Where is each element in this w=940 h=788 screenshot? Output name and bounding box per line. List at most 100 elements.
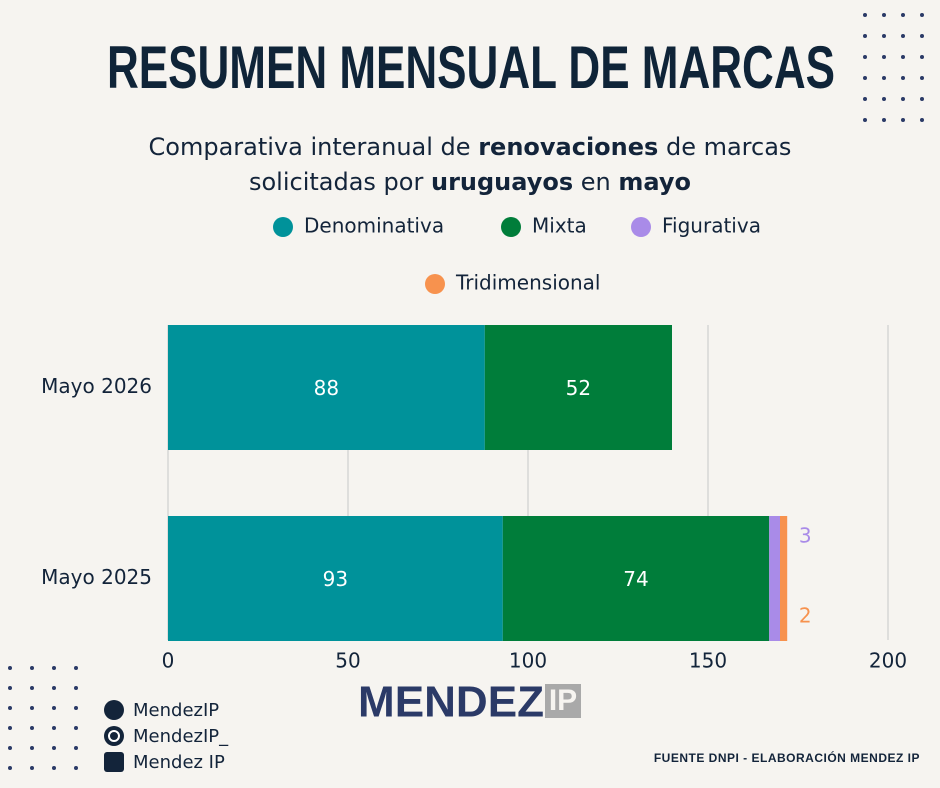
bar-segment xyxy=(780,516,788,641)
dot xyxy=(74,726,78,730)
source: FUENTE DNPI - ELABORACIÓN MENDEZ IP xyxy=(654,750,920,765)
subtitle-part: uruguayos xyxy=(431,168,573,196)
dot xyxy=(8,726,12,730)
dot xyxy=(52,686,56,690)
dot xyxy=(901,34,905,38)
logo: MENDEZ IP xyxy=(358,678,581,727)
instagram-icon xyxy=(104,726,124,746)
dot xyxy=(863,55,867,59)
dot xyxy=(74,746,78,750)
dot xyxy=(882,34,886,38)
dot xyxy=(863,97,867,101)
dot xyxy=(882,118,886,122)
dot xyxy=(8,686,12,690)
dot xyxy=(8,706,12,710)
logo-ip: IP xyxy=(549,684,577,717)
data-label: 74 xyxy=(623,567,648,591)
bar-segment xyxy=(168,516,503,641)
dot xyxy=(52,666,56,670)
legend-label: Denominativa xyxy=(304,214,444,238)
dot xyxy=(52,766,56,770)
data-label: 3 xyxy=(799,524,812,548)
facebook-icon xyxy=(104,700,124,720)
dot xyxy=(30,726,34,730)
bar-segment xyxy=(484,325,672,450)
dot xyxy=(920,97,924,101)
dot xyxy=(863,76,867,80)
dot xyxy=(863,34,867,38)
x-tick-label: 0 xyxy=(162,649,175,673)
dot xyxy=(52,746,56,750)
dot xyxy=(30,666,34,670)
dot xyxy=(863,13,867,17)
dot xyxy=(901,55,905,59)
subtitle-part: en xyxy=(581,168,611,196)
legend-swatch xyxy=(501,217,521,237)
dot xyxy=(74,766,78,770)
dot xyxy=(863,118,867,122)
data-label: 2 xyxy=(799,604,812,628)
legend-swatch xyxy=(631,217,651,237)
dot xyxy=(30,766,34,770)
dot xyxy=(882,97,886,101)
dot xyxy=(882,13,886,17)
social-handle: MendezIP_ xyxy=(133,726,229,747)
social-handle: MendezIP xyxy=(133,700,219,721)
dot xyxy=(30,706,34,710)
data-label: 52 xyxy=(566,376,591,400)
dot xyxy=(901,97,905,101)
dot xyxy=(8,746,12,750)
data-label: 93 xyxy=(323,567,348,591)
dot xyxy=(920,13,924,17)
logo-box xyxy=(545,684,581,718)
legend-label: Mixta xyxy=(532,214,587,238)
dot xyxy=(901,76,905,80)
dot xyxy=(920,76,924,80)
legend: Denominativa Mixta Figurativa Tridimensiona… xyxy=(273,214,761,295)
x-tick-label: 200 xyxy=(869,649,907,673)
dot xyxy=(74,666,78,670)
x-tick-label: 100 xyxy=(509,649,547,673)
dot xyxy=(8,666,12,670)
subtitle-line: solicitadas por uruguayos en mayo xyxy=(249,168,691,196)
logo-text: MENDEZ xyxy=(358,678,544,727)
dots-decoration xyxy=(8,13,924,770)
subtitle-part: solicitadas por xyxy=(249,168,423,196)
dot xyxy=(901,118,905,122)
social-handle: Mendez IP xyxy=(133,752,225,773)
bar-segment xyxy=(168,325,485,450)
subtitle: Comparativa interanual de renovaciones d… xyxy=(149,133,792,196)
dot xyxy=(30,746,34,750)
dot xyxy=(74,706,78,710)
instagram-icon-inner xyxy=(108,730,120,742)
subtitle-part: Comparativa interanual de xyxy=(149,133,471,161)
subtitle-part: de marcas xyxy=(666,133,791,161)
dot xyxy=(52,706,56,710)
dot xyxy=(882,76,886,80)
dot xyxy=(920,55,924,59)
plot: 0 50 100 150 200 Mayo 2026 88 52 Mayo 2025 93 74 3 2 xyxy=(41,325,907,673)
dot xyxy=(882,55,886,59)
subtitle-line: Comparativa interanual de renovaciones d… xyxy=(149,133,792,161)
legend-swatch xyxy=(273,217,293,237)
subtitle-part: renovaciones xyxy=(478,133,658,161)
dot xyxy=(8,766,12,770)
dot xyxy=(920,118,924,122)
social: MendezIP MendezIP_ Mendez IP xyxy=(104,700,229,773)
bar-segment xyxy=(769,516,780,641)
data-label: 88 xyxy=(314,376,339,400)
dot xyxy=(52,726,56,730)
chart-title: RESUMEN MENSUAL DE MARCAS xyxy=(107,34,835,101)
linkedin-icon xyxy=(104,752,124,772)
x-tick-label: 150 xyxy=(689,649,727,673)
dot xyxy=(74,686,78,690)
legend-swatch xyxy=(425,274,445,294)
legend-label: Figurativa xyxy=(662,214,761,238)
subtitle-part: mayo xyxy=(618,168,691,196)
y-tick-label: Mayo 2026 xyxy=(41,374,152,398)
x-tick-label: 50 xyxy=(335,649,360,673)
dot xyxy=(901,13,905,17)
bar-segment xyxy=(502,516,770,641)
legend-label: Tridimensional xyxy=(455,271,600,295)
